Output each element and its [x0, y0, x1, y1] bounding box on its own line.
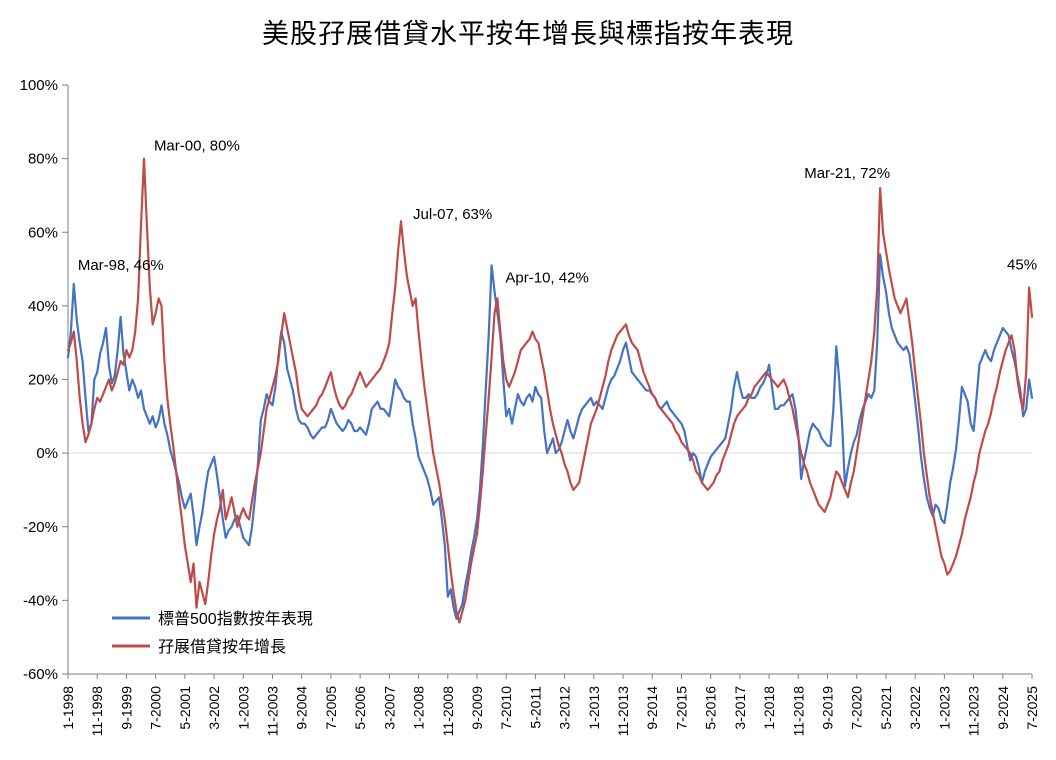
x-axis-label: 5-2006	[352, 686, 368, 730]
annotation-label: Jul-07, 63%	[413, 206, 492, 223]
x-axis-label: 7-2010	[498, 686, 514, 730]
x-axis-label: 7-2005	[323, 686, 339, 730]
x-axis-label: 3-2007	[381, 686, 397, 730]
y-axis-label: 20%	[28, 372, 58, 389]
x-axis-label: 9-1999	[118, 686, 134, 730]
x-axis-label: 3-2012	[557, 686, 573, 730]
y-axis-label: 40%	[28, 298, 58, 315]
series-line-1	[66, 157, 1034, 624]
annotation-label: Mar-21, 72%	[804, 165, 890, 182]
x-axis-label: 11-2023	[966, 686, 982, 737]
x-axis-label: 11-1998	[89, 686, 105, 737]
x-axis-label: 1-2018	[761, 686, 777, 730]
x-axis-label: 11-2008	[440, 686, 456, 737]
x-axis-label: 3-2022	[907, 686, 923, 730]
y-axis-label: -20%	[23, 519, 58, 536]
x-axis-label: 3-2002	[206, 686, 222, 730]
y-axis-label: 80%	[28, 151, 58, 168]
series-line-0	[66, 253, 1034, 620]
x-axis-label: 9-2009	[469, 686, 485, 730]
x-axis-label: 5-2001	[177, 686, 193, 730]
x-axis-label: 7-2025	[1024, 686, 1040, 730]
x-axis-label: 5-2011	[527, 686, 543, 729]
x-axis-label: 9-2019	[820, 686, 836, 730]
x-axis-label: 7-2000	[148, 686, 164, 730]
legend-label-1: 孖展借貸按年增長	[158, 638, 286, 656]
x-axis-label: 11-2018	[790, 686, 806, 737]
x-axis-label: 7-2020	[849, 686, 865, 730]
x-axis-label: 9-2004	[294, 686, 310, 730]
x-axis-label: 1-2003	[235, 686, 251, 730]
x-axis-label: 5-2016	[703, 686, 719, 730]
x-axis-label: 1-2013	[586, 686, 602, 730]
x-axis-label: 9-2024	[995, 686, 1011, 730]
annotation-label: Apr-10, 42%	[505, 270, 588, 287]
chart-title: 美股孖展借貸水平按年增長與標指按年表現	[262, 19, 794, 50]
x-axis-label: 7-2015	[673, 686, 689, 730]
x-axis-label: 1-2023	[936, 686, 952, 730]
y-axis-label: -60%	[23, 666, 58, 683]
x-axis-label: 1-2008	[411, 686, 427, 730]
x-axis-label: 11-2013	[615, 686, 631, 737]
y-axis-label: 100%	[20, 77, 58, 94]
y-axis-label: 0%	[36, 445, 58, 462]
y-axis-label: -40%	[23, 592, 58, 609]
annotation-label: Mar-98, 46%	[78, 257, 164, 274]
x-axis-label: 3-2017	[732, 686, 748, 730]
x-axis-label: 1-1998	[60, 686, 76, 730]
x-axis-label: 9-2014	[644, 686, 660, 730]
y-axis-label: 60%	[28, 224, 58, 241]
x-axis-label: 11-2003	[264, 686, 280, 737]
annotation-label: 45%	[1007, 256, 1037, 273]
annotation-label: Mar-00, 80%	[154, 138, 240, 155]
x-axis-label: 5-2021	[878, 686, 894, 730]
legend-label-0: 標普500指數按年表現	[158, 610, 313, 628]
